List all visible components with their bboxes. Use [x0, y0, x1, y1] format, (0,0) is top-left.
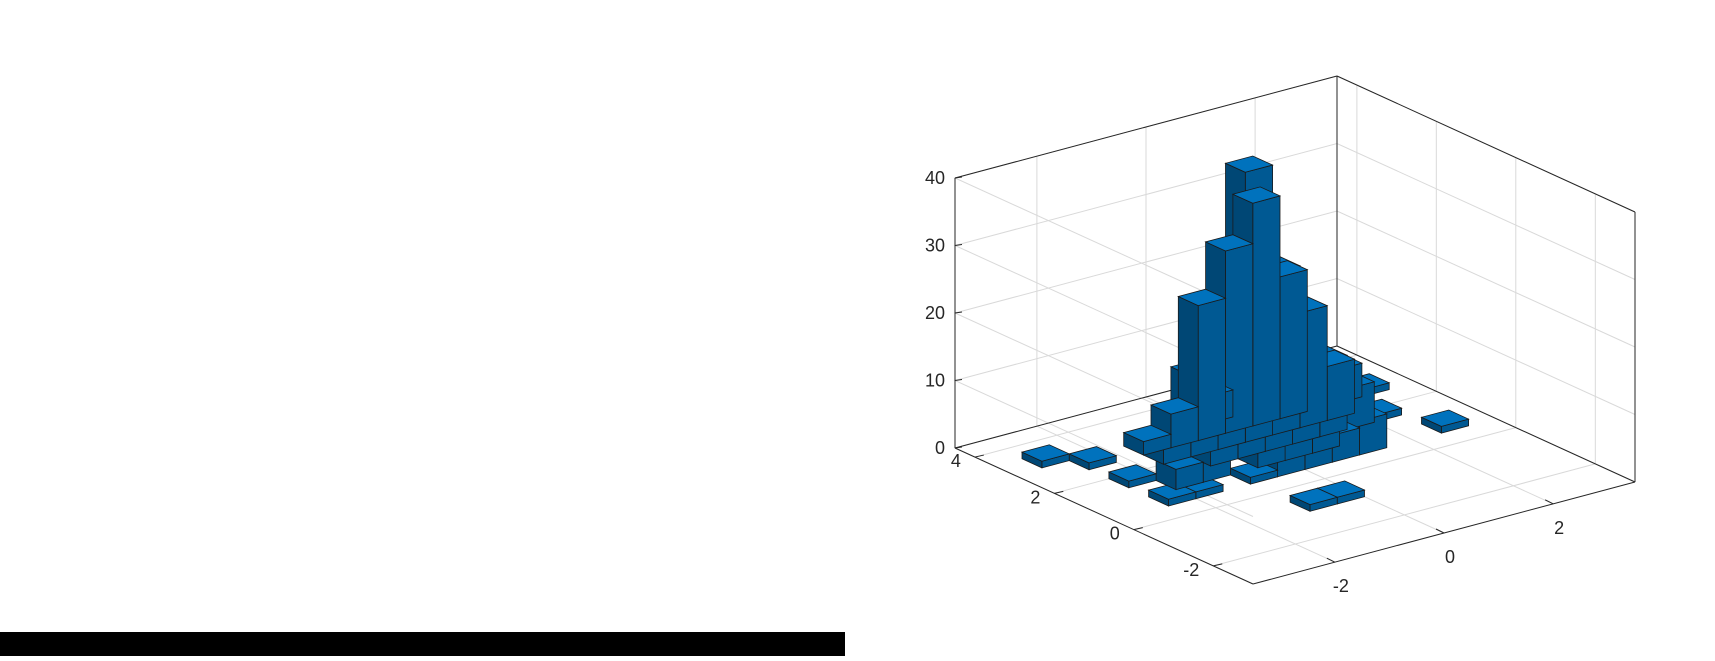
bar-face-top [1177, 288, 1227, 307]
z-tick-label: 40 [925, 168, 945, 188]
histogram-bar [1107, 464, 1158, 489]
y-tick-mark [1213, 563, 1223, 567]
z-tick-mark [954, 244, 963, 246]
grid-line-z-1 [953, 277, 1636, 517]
y-tick-label: 2 [1030, 487, 1040, 507]
z-tick-label: 0 [935, 438, 945, 458]
bar-face-top [1231, 186, 1282, 204]
z-tick-label: 10 [925, 371, 945, 391]
x-tick-label: 0 [1445, 547, 1455, 567]
bar-face-top [1149, 397, 1200, 415]
bar-face-top [1288, 487, 1339, 506]
y-tick-label: -2 [1183, 560, 1199, 580]
z-tick-mark [954, 176, 963, 179]
histogram-bar [1068, 446, 1118, 471]
bar-face-front [1197, 297, 1226, 442]
y-tick-mark [1133, 527, 1143, 531]
histogram-bars [1020, 155, 1470, 512]
y-tick-mark [1054, 490, 1064, 494]
histogram-bar [1020, 444, 1071, 469]
z-tick-label: 30 [925, 236, 945, 256]
x-tick-mark [1435, 528, 1445, 534]
bar-face-top [1122, 424, 1173, 443]
bar-face-front [1252, 195, 1281, 427]
z-tick-mark [954, 379, 963, 381]
axes-edge-8 [1336, 75, 1636, 213]
bar-face-top [1224, 155, 1274, 173]
bar-face-front [1326, 358, 1355, 422]
histogram-bar [1122, 424, 1173, 456]
bar-face-top [1068, 446, 1118, 464]
axes-edge-1 [954, 447, 1254, 585]
z-tick-mark [954, 311, 963, 314]
bar-face-top [1204, 234, 1254, 252]
bar-face-top [1420, 409, 1470, 427]
axis-ticks: 0 10 20 30 40 -2 0 2 4 -2 0 2 [925, 168, 1564, 596]
y-tick-label: 0 [1110, 524, 1120, 544]
axes-edge-7 [954, 75, 1338, 179]
x-tick-label: 2 [1554, 518, 1564, 538]
bar-face-top [1020, 444, 1071, 462]
histogram-bar [1420, 409, 1470, 434]
z-tick-label: 20 [925, 303, 945, 323]
y-tick-label: 4 [951, 451, 961, 471]
x-tick-mark [1326, 557, 1336, 563]
grid-line-z-3 [953, 142, 1636, 382]
bar-face-top [1107, 464, 1158, 482]
grid-line-z-2 [953, 210, 1636, 450]
x-tick-label: -2 [1333, 576, 1349, 596]
y-tick-mark [974, 454, 984, 458]
histogram-bar [1288, 487, 1339, 512]
z-tick-mark [954, 446, 963, 449]
x-tick-mark [1544, 499, 1554, 505]
bottom-black-bar [0, 632, 845, 656]
axes-edge-2 [1336, 345, 1636, 483]
bar-face-front [1279, 269, 1308, 420]
